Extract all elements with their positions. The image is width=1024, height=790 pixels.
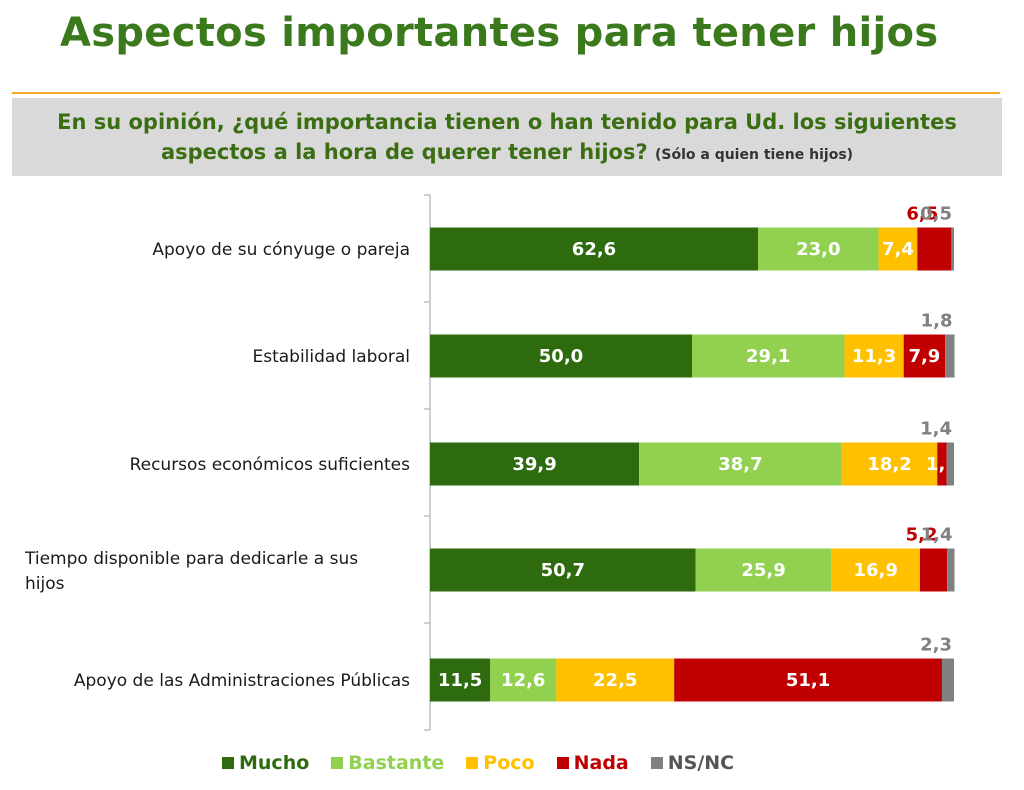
- category-label: Tiempo disponible para dedicarle a sus hi…: [24, 549, 358, 594]
- data-label-poco: 18,2: [867, 454, 911, 475]
- bar-segment-mucho: [430, 548, 696, 592]
- bar-segment-mucho: [430, 442, 640, 486]
- legend-swatch: [556, 757, 569, 769]
- data-label-nsnc: 1,4: [921, 525, 953, 546]
- legend-label: Bastante: [348, 752, 445, 774]
- bar-segment-poco: [556, 658, 675, 702]
- data-label-mucho: 50,0: [539, 346, 583, 367]
- bar-segment-poco: [878, 227, 918, 271]
- legend-swatch: [650, 757, 663, 769]
- title-divider: [12, 92, 1000, 94]
- data-label-nada: 5,2: [906, 525, 938, 546]
- category-label: Apoyo de su cónyuge o pareja: [152, 240, 410, 260]
- bar-segment-mucho: [430, 334, 692, 378]
- data-label-poco: 7,4: [882, 239, 914, 260]
- category-label: Apoyo de las Administraciones Públicas: [74, 671, 410, 691]
- legend-swatch: [331, 757, 344, 769]
- question-note: (Sólo a quien tiene hijos): [654, 147, 854, 163]
- legend-label: NS/NC: [667, 752, 735, 774]
- data-label-poco: 16,9: [853, 560, 897, 581]
- bar-segment-poco: [841, 442, 938, 486]
- data-label-mucho: 62,6: [572, 239, 616, 260]
- question-text: aspectos a la hora de querer tener hijos…: [160, 140, 648, 164]
- legend-item: Poco: [466, 752, 535, 774]
- data-label-mucho: 11,5: [438, 670, 482, 691]
- data-label-bastante: 25,9: [741, 560, 785, 581]
- bar-segment-nsnc: [951, 227, 954, 271]
- data-label-poco: 22,5: [593, 670, 637, 691]
- bar-segment-nsnc: [941, 658, 954, 702]
- legend-label: Nada: [573, 752, 629, 774]
- bar-segment-nsnc: [947, 548, 955, 592]
- bar-segment-poco: [831, 548, 920, 592]
- bar-segment-bastante: [695, 548, 832, 592]
- question-box: En su opinión, ¿qué importancia tienen o…: [12, 98, 1002, 176]
- data-label-mucho: 39,9: [512, 454, 556, 475]
- data-label-nada: 6,5: [906, 204, 938, 225]
- bar-segment-nsnc: [946, 442, 954, 486]
- data-label-nsnc: 1,8: [921, 311, 953, 332]
- legend-swatch: [222, 757, 234, 769]
- data-label-poco: 11,3: [852, 346, 896, 367]
- data-label-bastante: 38,7: [718, 454, 762, 475]
- data-label-nsnc: 2,3: [920, 635, 952, 656]
- bar-segment-nada: [919, 548, 948, 592]
- data-label-nada: 51,1: [786, 670, 830, 691]
- bar-segment-nada: [674, 658, 942, 702]
- bar-segment-bastante: [758, 227, 879, 271]
- data-label-bastante: 29,1: [746, 346, 790, 367]
- data-label-bastante: 12,6: [501, 670, 545, 691]
- legend-item: Nada: [556, 752, 629, 774]
- data-label-mucho: 50,7: [541, 560, 585, 581]
- bar-segment-poco: [844, 334, 904, 378]
- legend-item: Bastante: [331, 752, 444, 774]
- bar-segment-bastante: [692, 334, 845, 378]
- data-label-bastante: 23,0: [796, 239, 840, 260]
- bar-segment-nada: [903, 334, 946, 378]
- data-label-nsnc: 1,4: [920, 419, 952, 440]
- stacked-bar-chart: Apoyo de su cónyuge o pareja 62,6 23,0 7,4 6…: [24, 194, 958, 731]
- bar-segment-bastante: [490, 658, 557, 702]
- page-title: Aspectos importantes para tener hijos: [60, 10, 939, 56]
- bar-segment-nsnc: [945, 334, 955, 378]
- chart-legend: Mucho Bastante Poco Nada NS/NC: [222, 752, 734, 774]
- bar-segment-nada: [917, 227, 952, 271]
- category-label: Estabilidad laboral: [252, 347, 410, 367]
- legend-item: Mucho: [222, 752, 309, 774]
- question-line-1: En su opinión, ¿qué importancia tienen o…: [57, 110, 957, 134]
- legend-label: Mucho: [239, 752, 310, 774]
- bar-segment-nada: [937, 442, 947, 486]
- legend-swatch: [466, 757, 479, 769]
- bar-segment-bastante: [639, 442, 842, 486]
- bar-segment-mucho: [430, 658, 491, 702]
- legend-label: Poco: [483, 752, 535, 774]
- legend-item: NS/NC: [650, 752, 735, 774]
- bar-segment-mucho: [430, 227, 759, 271]
- data-label-nsnc: 0,5: [920, 204, 952, 225]
- question-line-2: aspectos a la hora de querer tener hijos…: [12, 137, 1002, 170]
- category-label: Recursos económicos suficientes: [130, 455, 411, 475]
- data-label-nada: 7,9: [908, 346, 940, 367]
